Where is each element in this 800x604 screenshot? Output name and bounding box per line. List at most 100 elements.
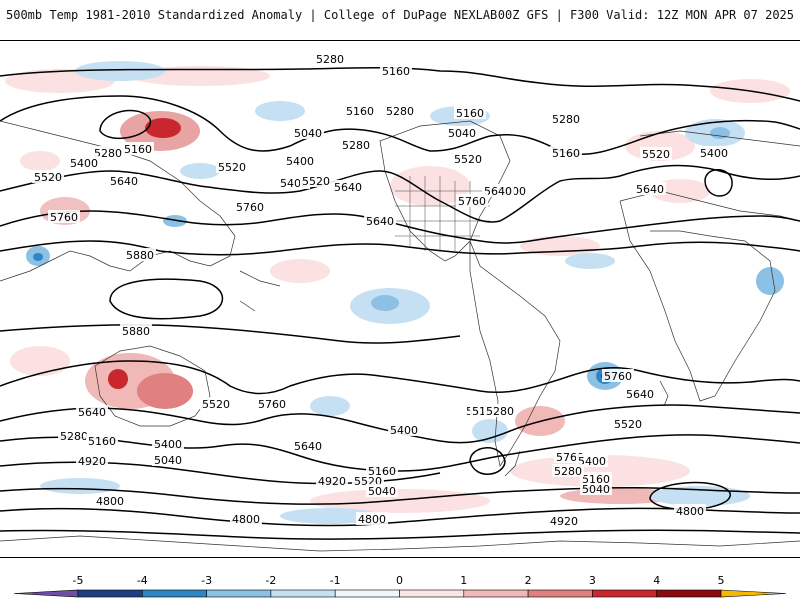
contour-label: 5280 bbox=[550, 112, 582, 126]
contour-label: 5880 bbox=[120, 324, 152, 338]
svg-text:5400: 5400 bbox=[700, 147, 728, 160]
svg-text:5280: 5280 bbox=[552, 113, 580, 126]
svg-text:5760: 5760 bbox=[458, 195, 486, 208]
svg-text:5040: 5040 bbox=[294, 127, 322, 140]
svg-text:5160: 5160 bbox=[88, 435, 116, 448]
svg-text:5280: 5280 bbox=[342, 139, 370, 152]
contour-label: 5280 bbox=[58, 429, 90, 443]
contour-label: 5160 bbox=[550, 146, 582, 160]
contour-label: 5520 bbox=[640, 147, 672, 161]
contour-label: 4800 bbox=[94, 494, 126, 508]
svg-text:5640: 5640 bbox=[334, 181, 362, 194]
svg-text:5160: 5160 bbox=[346, 105, 374, 118]
svg-text:5520: 5520 bbox=[202, 398, 230, 411]
svg-text:5400: 5400 bbox=[286, 155, 314, 168]
colorbar-block bbox=[463, 589, 529, 598]
contour-label: 5760 bbox=[602, 369, 634, 383]
colorbar-tick-label: 4 bbox=[653, 574, 660, 587]
svg-text:4920: 4920 bbox=[318, 475, 346, 488]
svg-text:5400: 5400 bbox=[154, 438, 182, 451]
cool-anomaly-shading bbox=[26, 61, 784, 524]
svg-text:5040: 5040 bbox=[448, 127, 476, 140]
contour-label: 5520 bbox=[300, 174, 332, 188]
contour-label: 5400 bbox=[284, 154, 316, 168]
svg-text:5520: 5520 bbox=[614, 418, 642, 431]
svg-text:5640: 5640 bbox=[636, 183, 664, 196]
contour-label: 5520 bbox=[200, 397, 232, 411]
contour-label: 5400 bbox=[576, 454, 608, 468]
contour-label: 5280 bbox=[92, 146, 124, 160]
svg-text:4800: 4800 bbox=[96, 495, 124, 508]
contour-label: 5760 bbox=[234, 200, 266, 214]
contour-label: 5280 bbox=[552, 464, 584, 478]
colorbar-tick-label: 5 bbox=[718, 574, 725, 587]
colorbar-block bbox=[270, 589, 336, 598]
svg-text:5040: 5040 bbox=[582, 483, 610, 496]
contour-label: 5160 bbox=[344, 104, 376, 118]
svg-text:4920: 4920 bbox=[550, 515, 578, 528]
svg-text:5880: 5880 bbox=[126, 249, 154, 262]
map-panel: 5160 5040 5280 5160 5520 5400 5640 5760 5280 5400… bbox=[0, 40, 800, 558]
contour-label: 5520 bbox=[452, 152, 484, 166]
contour-label: 5400 bbox=[152, 437, 184, 451]
colorbar-tick-label: 2 bbox=[525, 574, 532, 587]
contour-label: 5640 bbox=[76, 405, 108, 419]
svg-text:5520: 5520 bbox=[642, 148, 670, 161]
svg-text:5880: 5880 bbox=[122, 325, 150, 338]
colorbar-tick-label: -2 bbox=[265, 574, 276, 587]
contour-label: 5640 bbox=[364, 214, 396, 228]
contour-label: 5760 bbox=[456, 194, 488, 208]
contour-label: 5160 bbox=[86, 434, 118, 448]
contour-label: 5520 bbox=[32, 170, 64, 184]
contour-label: 5040 bbox=[366, 484, 398, 498]
colorbar-tick-label: 0 bbox=[396, 574, 403, 587]
svg-text:5520: 5520 bbox=[454, 153, 482, 166]
contour-label: 5280 bbox=[340, 138, 372, 152]
svg-text:5160: 5160 bbox=[552, 147, 580, 160]
contour-label: 5640 bbox=[634, 182, 666, 196]
model-run-info: 00Z GFS | F300 Valid: 12Z MON APR 07 202… bbox=[497, 8, 794, 22]
svg-text:4800: 4800 bbox=[676, 505, 704, 518]
contour-label: 5640 bbox=[108, 174, 140, 188]
colorbar-tick-labels: -5 -4 -3 -2 -1 0 1 2 3 4 5 bbox=[73, 574, 725, 587]
colorbar-tick-label: -4 bbox=[137, 574, 148, 587]
contour-label: 4800 bbox=[230, 512, 262, 526]
svg-text:5520: 5520 bbox=[302, 175, 330, 188]
colorbar-block bbox=[334, 589, 400, 598]
us-state-borders bbox=[395, 176, 490, 251]
colorbar-block bbox=[206, 589, 272, 598]
colorbar: -5 -4 -3 -2 -1 0 1 2 3 4 5 bbox=[0, 568, 800, 600]
svg-text:5160: 5160 bbox=[582, 473, 610, 486]
svg-text:5760: 5760 bbox=[258, 398, 286, 411]
colorbar-low-extend bbox=[13, 589, 79, 598]
coastlines bbox=[0, 120, 800, 552]
contour-label: 4920 bbox=[316, 474, 348, 488]
colorbar-tick-label: -3 bbox=[201, 574, 212, 587]
contour-label: 5280 bbox=[384, 104, 416, 118]
svg-text:5760: 5760 bbox=[50, 211, 78, 224]
svg-text:5640: 5640 bbox=[110, 175, 138, 188]
contour-label: 5160 bbox=[122, 142, 154, 156]
colorbar-block bbox=[142, 589, 207, 598]
colorbar-tick-label: -1 bbox=[330, 574, 341, 587]
contour-label: 4920 bbox=[548, 514, 580, 528]
colorbar-blocks bbox=[13, 589, 787, 598]
svg-text:5760: 5760 bbox=[604, 370, 632, 383]
contour-label: 5520 bbox=[216, 160, 248, 174]
contour-label: 5880 bbox=[124, 248, 156, 262]
colorbar-block bbox=[527, 589, 593, 598]
contour-label: 4800 bbox=[674, 504, 706, 518]
colorbar-tick-label: 3 bbox=[589, 574, 596, 587]
colorbar-block bbox=[656, 589, 722, 598]
contour-label: 5520 bbox=[612, 417, 644, 431]
contour-label: 5160 bbox=[580, 472, 612, 486]
svg-text:5640: 5640 bbox=[366, 215, 394, 228]
colorbar-tick-label: -5 bbox=[73, 574, 84, 587]
svg-text:5520: 5520 bbox=[218, 161, 246, 174]
svg-text:5280: 5280 bbox=[486, 405, 514, 418]
colorbar-block bbox=[399, 589, 465, 598]
svg-text:5160: 5160 bbox=[124, 143, 152, 156]
svg-text:5040: 5040 bbox=[154, 454, 182, 467]
